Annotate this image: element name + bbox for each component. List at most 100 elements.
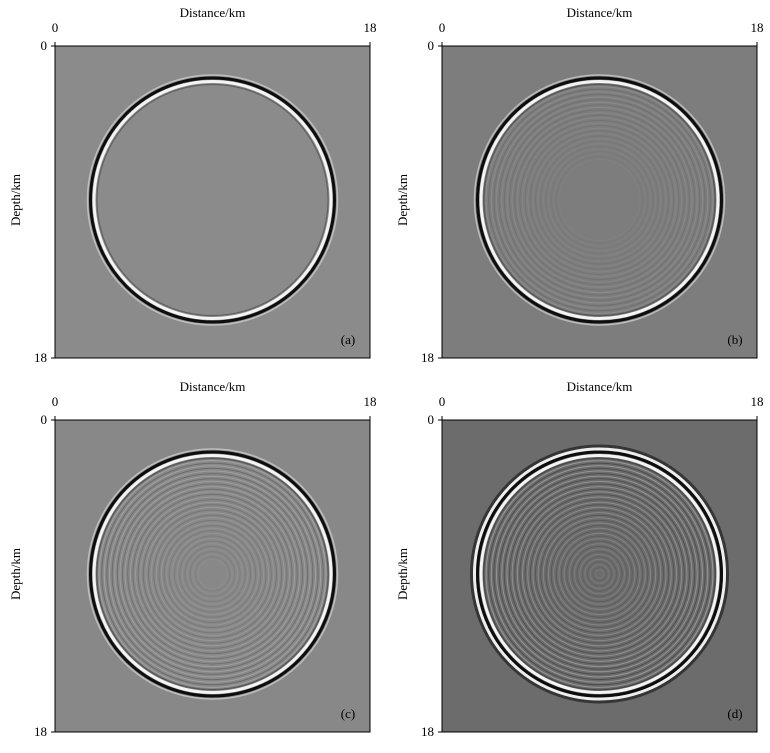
- ring: [132, 493, 293, 655]
- ring: [568, 543, 631, 605]
- ring: [496, 96, 703, 304]
- ring: [511, 486, 688, 662]
- ring: [524, 499, 675, 649]
- ring: [524, 125, 675, 275]
- ring: [535, 135, 664, 265]
- ring: [176, 538, 249, 610]
- wavefield-background: [55, 46, 370, 358]
- ring: [516, 117, 683, 283]
- y-axis-label: Depth/km: [8, 548, 23, 600]
- panel-tag: (a): [341, 332, 355, 347]
- ring: [519, 119, 680, 281]
- ring: [519, 493, 680, 655]
- ring: [532, 506, 667, 642]
- ring: [166, 527, 259, 621]
- ring: [98, 460, 327, 688]
- x-tick-label: 0: [52, 394, 59, 409]
- ring: [527, 127, 672, 273]
- ring: [581, 556, 618, 592]
- ring: [194, 556, 231, 592]
- ring: [129, 491, 296, 657]
- plot-frame: [54, 419, 371, 733]
- y-axis-label: Depth/km: [395, 548, 410, 600]
- ring: [155, 517, 270, 631]
- wavefront-light: [473, 74, 726, 326]
- panel: 0 18 0 18 Distance/km Depth/km (c): [8, 379, 377, 739]
- ring: [127, 488, 298, 660]
- ring: [192, 553, 233, 595]
- x-axis-label: Distance/km: [567, 5, 633, 20]
- wavefront-bright: [92, 454, 333, 694]
- ring: [576, 551, 623, 597]
- ring: [529, 504, 670, 644]
- wavefield-background: [55, 420, 370, 732]
- panel: 0 18 0 18 Distance/km Depth/km (a): [8, 5, 377, 365]
- ring: [496, 470, 703, 678]
- ring: [168, 530, 257, 618]
- x-tick-label: 0: [439, 394, 446, 409]
- ring: [514, 114, 685, 286]
- ring: [184, 545, 241, 603]
- ring: [470, 444, 729, 704]
- wavefront-shadow: [96, 83, 329, 317]
- ring: [509, 483, 690, 665]
- ring: [103, 465, 322, 683]
- ring: [485, 460, 714, 688]
- ring: [506, 106, 693, 294]
- ring: [501, 101, 698, 299]
- ring: [179, 540, 246, 608]
- y-tick-label: 18: [34, 724, 47, 739]
- ring: [488, 88, 711, 312]
- ring: [140, 501, 285, 647]
- ring: [503, 478, 696, 670]
- y-tick-label: 18: [34, 350, 47, 365]
- ring: [563, 538, 636, 610]
- y-axis-label: Depth/km: [8, 174, 23, 226]
- ring: [548, 148, 651, 252]
- ring: [594, 569, 605, 579]
- ring: [488, 462, 711, 686]
- ring: [527, 501, 672, 647]
- ring: [540, 140, 659, 260]
- wavefront-dark: [89, 450, 336, 698]
- panel-tag: (b): [727, 332, 742, 347]
- ring: [124, 486, 301, 662]
- ring: [501, 475, 698, 673]
- ring: [579, 553, 620, 595]
- wavefront-shadow: [483, 457, 716, 691]
- ring: [558, 532, 641, 616]
- wavefront-shadow: [96, 457, 329, 691]
- panel: 0 18 0 18 Distance/km Depth/km (d): [395, 379, 764, 739]
- panel: 0 18 0 18 Distance/km Depth/km (b): [395, 5, 764, 365]
- ring: [550, 525, 649, 623]
- ring: [150, 512, 275, 636]
- ring: [542, 517, 657, 631]
- wavefront-dark: [476, 450, 723, 698]
- ring: [145, 506, 280, 642]
- ring: [529, 130, 670, 270]
- wavefield-background: [442, 46, 757, 358]
- wavefront-light: [86, 74, 339, 326]
- plot-frame: [441, 419, 758, 733]
- ring: [522, 496, 677, 652]
- ring: [516, 491, 683, 657]
- x-tick-label: 0: [52, 20, 59, 35]
- ring: [498, 99, 701, 301]
- x-tick-label: 0: [439, 20, 446, 35]
- ring: [540, 514, 659, 634]
- ring: [542, 143, 657, 257]
- ring: [574, 548, 625, 600]
- ring: [163, 525, 262, 623]
- x-tick-label: 18: [751, 394, 764, 409]
- ring: [503, 104, 696, 296]
- ring: [522, 122, 677, 278]
- x-axis-label: Distance/km: [180, 5, 246, 20]
- ring: [584, 558, 615, 590]
- ring: [111, 473, 314, 675]
- ring: [506, 480, 693, 668]
- panel-tag: (d): [727, 706, 742, 721]
- ring: [548, 522, 651, 626]
- ring: [485, 86, 714, 314]
- ring: [537, 512, 662, 636]
